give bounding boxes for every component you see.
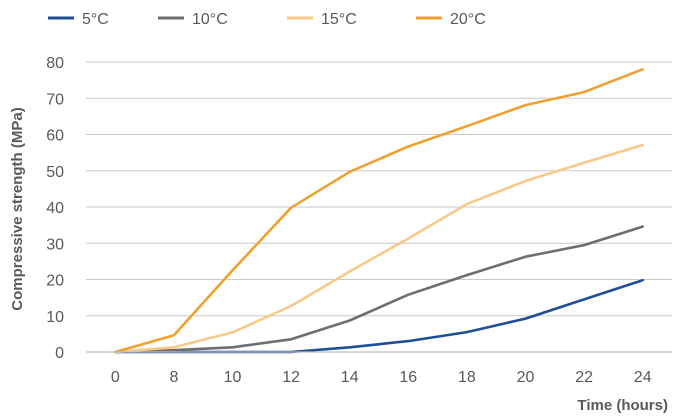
- x-tick-label: 8: [169, 369, 178, 386]
- x-tick-label: 20: [517, 369, 535, 386]
- legend-label: 10°C: [192, 11, 228, 28]
- x-tick-label: 24: [634, 369, 652, 386]
- x-tick-label: 0: [111, 369, 120, 386]
- y-tick-label: 30: [46, 236, 64, 253]
- y-tick-label: 50: [46, 164, 64, 181]
- y-tick-label: 20: [46, 273, 64, 290]
- series-line-10Cc: [114, 225, 645, 354]
- x-tick-label: 14: [341, 369, 359, 386]
- legend-label: 20°C: [450, 11, 486, 28]
- x-axis-ticks: 0 8 10 12 14 16 18 20 22 24: [111, 369, 652, 386]
- x-tick-label: 10: [224, 369, 242, 386]
- series-line-15Cc: [114, 143, 645, 354]
- y-tick-label: 0: [55, 345, 64, 362]
- y-axis-title: Compressive strength (MPa): [9, 107, 26, 310]
- legend-label: 15°C: [321, 11, 357, 28]
- legend-label: 5°C: [82, 11, 109, 28]
- x-tick-label: 18: [458, 369, 476, 386]
- x-axis-title: Time (hours): [577, 397, 668, 414]
- x-tick-label: 22: [575, 369, 593, 386]
- y-tick-label: 10: [46, 309, 64, 326]
- series-line-20Cc: [114, 68, 645, 354]
- x-tick-label: 12: [282, 369, 300, 386]
- y-tick-label: 40: [46, 200, 64, 217]
- y-axis-ticks: 0 10 20 30 40 50 60 70 80: [46, 55, 64, 362]
- gridlines: [86, 61, 672, 317]
- series-lines: [114, 68, 645, 354]
- legend: 5°C 10°C 15°C 20°C: [48, 11, 486, 28]
- y-tick-label: 60: [46, 128, 64, 145]
- x-tick-label: 16: [399, 369, 417, 386]
- y-tick-label: 70: [46, 91, 64, 108]
- y-tick-label: 80: [46, 55, 64, 72]
